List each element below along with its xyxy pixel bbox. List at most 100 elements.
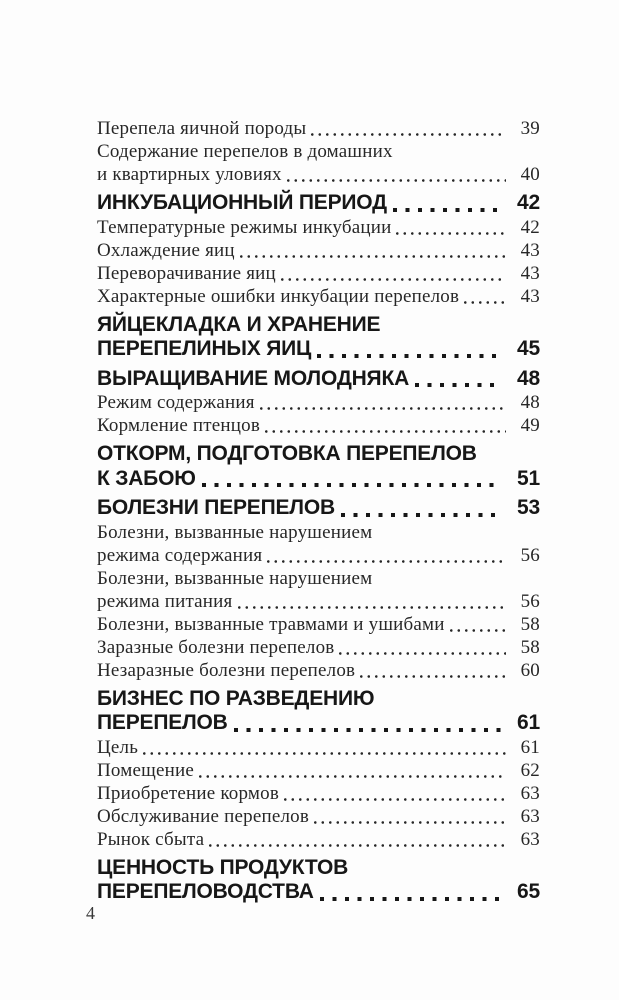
toc-page-number: 43 [520, 239, 540, 261]
toc-entry-title: Перепела яичной породы [97, 118, 307, 139]
toc-entry-row: Режим содержания 48 [97, 391, 540, 414]
toc-entry-title: Цель [97, 736, 139, 758]
toc-entry-row: и квартирных уловиях 40 [97, 163, 540, 186]
toc-entry-row: Помещение 62 [97, 759, 540, 782]
toc-entry-row: ПЕРЕПЕЛИНЫХ ЯИЦ 45 [97, 337, 540, 362]
toc-entry-title: Незаразные болезни перепелов [97, 659, 356, 681]
toc-entry-title: Охлаждение яиц [97, 239, 235, 261]
toc-entry: Характерные ошибки инкубации перепелов 43 [97, 285, 540, 308]
dot-leader [449, 628, 506, 632]
dot-leader [143, 751, 506, 755]
toc-page-number: 63 [520, 782, 540, 804]
toc-entry-title: Кормление птенцов [97, 415, 261, 436]
dot-leader [311, 133, 506, 136]
toc-page-number: 56 [520, 590, 540, 612]
toc-entry-line: ЯЙЦЕКЛАДКА И ХРАНЕНИЕ [97, 312, 381, 336]
toc-page-number: 63 [520, 828, 540, 850]
toc-entry-row: Кормление птенцов 49 [97, 414, 540, 437]
dot-leader [319, 896, 502, 901]
dot-leader [396, 231, 506, 235]
toc-entry-row: Рынок сбыта 63 [97, 828, 540, 851]
toc-entry-title: и квартирных уловиях [97, 164, 282, 185]
dot-leader [201, 483, 502, 487]
toc-entry-row: Цель 61 [97, 736, 540, 759]
toc-entry-title: Режим содержания [97, 392, 255, 413]
toc-entry: Рынок сбыта 63 [97, 828, 540, 851]
toc-page-number: 48 [517, 366, 540, 390]
toc-entry-title: Рынок сбыта [97, 828, 205, 850]
toc-entry-line: БИЗНЕС ПО РАЗВЕДЕНИЮ [97, 686, 375, 710]
toc-entry: ЯЙЦЕКЛАДКА И ХРАНЕНИЕ ПЕРЕПЕЛИНЫХ ЯИЦ 45 [97, 313, 540, 362]
dot-leader [415, 383, 502, 387]
toc-entry: Болезни, вызванные травмами и ушибами 58 [97, 613, 540, 636]
toc-entry: Содержание перепелов в домашних и квартир… [97, 140, 540, 186]
dot-leader [259, 407, 506, 410]
dot-leader [237, 605, 506, 609]
toc-entry: Заразные болезни перепелов 58 [97, 636, 540, 659]
toc-entry: Перепела яичной породы 39 [97, 117, 540, 140]
toc-entry-title: Переворачивание яиц [97, 262, 276, 284]
toc-entry: Обслуживание перепелов 63 [97, 805, 540, 828]
toc-page-number: 61 [520, 736, 540, 758]
toc-page-number: 42 [520, 216, 540, 238]
toc-entry: Цель 61 [97, 736, 540, 759]
toc-entry-title: ПЕРЕПЕЛОВ [97, 711, 228, 734]
toc-page-number: 43 [520, 285, 540, 307]
dot-leader [233, 727, 502, 732]
toc-entry: ЦЕННОСТЬ ПРОДУКТОВ ПЕРЕПЕЛОВОДСТВА 65 [97, 856, 540, 905]
toc-page-number: 43 [520, 262, 540, 284]
dot-leader [286, 179, 506, 182]
toc-entry: Режим содержания 48 [97, 391, 540, 414]
toc-page-number: 62 [520, 759, 540, 781]
toc-entry-title: БОЛЕЗНИ ПЕРЕПЕЛОВ [97, 496, 335, 519]
toc-entry-title: режима питания [97, 590, 233, 612]
toc-entry: ВЫРАЩИВАНИЕ МОЛОДНЯКА 48 [97, 367, 540, 392]
toc-entry-title: К ЗАБОЮ [97, 466, 196, 490]
toc-entry-row: ПЕРЕПЕЛОВОДСТВА 65 [97, 880, 540, 905]
toc-entry-title: Заразные болезни перепелов [97, 636, 335, 658]
toc-page-number: 65 [517, 880, 540, 903]
toc-entry-line: Болезни, вызванные нарушением [97, 521, 373, 543]
toc-entry-row: ВЫРАЩИВАНИЕ МОЛОДНЯКА 48 [97, 367, 540, 392]
dot-leader [209, 843, 506, 847]
toc-entry-row: Болезни, вызванные травмами и ушибами 58 [97, 613, 540, 636]
toc-entry-row: Охлаждение яиц 43 [97, 239, 540, 262]
dot-leader [464, 300, 506, 304]
toc-page-number: 45 [517, 337, 540, 360]
toc-page-number: 63 [520, 805, 540, 827]
dot-leader [198, 774, 506, 778]
dot-leader [339, 651, 506, 655]
toc-entry-line: Содержание перепелов в домашних [97, 141, 393, 162]
toc-entry: Температурные режимы инкубации 42 [97, 216, 540, 239]
toc-entry: Приобретение кормов 63 [97, 782, 540, 805]
toc-entry-title: ВЫРАЩИВАНИЕ МОЛОДНЯКА [97, 366, 410, 390]
toc: Перепела яичной породы 39 Содержание переп… [97, 117, 540, 905]
toc-page-number: 60 [520, 659, 540, 681]
toc-entry-title: Болезни, вызванные травмами и ушибами [97, 613, 445, 635]
toc-entry-row: К ЗАБОЮ 51 [97, 467, 540, 492]
toc-entry-row: Температурные режимы инкубации 42 [97, 216, 540, 239]
toc-entry-title: Температурные режимы инкубации [97, 216, 392, 238]
toc-entry-title: Характерные ошибки инкубации перепелов [97, 285, 460, 307]
toc-entry-title: режима содержания [97, 544, 263, 566]
toc-entry-title: Приобретение кормов [97, 782, 280, 804]
toc-entry: Помещение 62 [97, 759, 540, 782]
toc-page-number: 61 [517, 711, 540, 734]
toc-entry: ОТКОРМ, ПОДГОТОВКА ПЕРЕПЕЛОВ К ЗАБОЮ 51 [97, 442, 540, 491]
toc-page-number: 51 [517, 466, 540, 490]
dot-leader [392, 207, 502, 212]
toc-entry-line: ЦЕННОСТЬ ПРОДУКТОВ [97, 855, 349, 879]
toc-entry-row: ИНКУБАЦИОННЫЙ ПЕРИОД 42 [97, 191, 540, 216]
dot-leader [360, 674, 506, 678]
toc-entry-title: ПЕРЕПЕЛОВОДСТВА [97, 880, 314, 903]
dot-leader [284, 797, 506, 801]
toc-entry-row: ПЕРЕПЕЛОВ 61 [97, 711, 540, 736]
toc-entry-row: БОЛЕЗНИ ПЕРЕПЕЛОВ 53 [97, 496, 540, 521]
dot-leader [314, 820, 506, 824]
toc-page-number: 53 [517, 496, 540, 519]
toc-entry-title: Помещение [97, 759, 194, 781]
toc-page-number: 40 [520, 164, 540, 185]
toc-entry-line: Болезни, вызванные нарушением [97, 567, 373, 589]
toc-entry-row: Характерные ошибки инкубации перепелов 43 [97, 285, 540, 308]
